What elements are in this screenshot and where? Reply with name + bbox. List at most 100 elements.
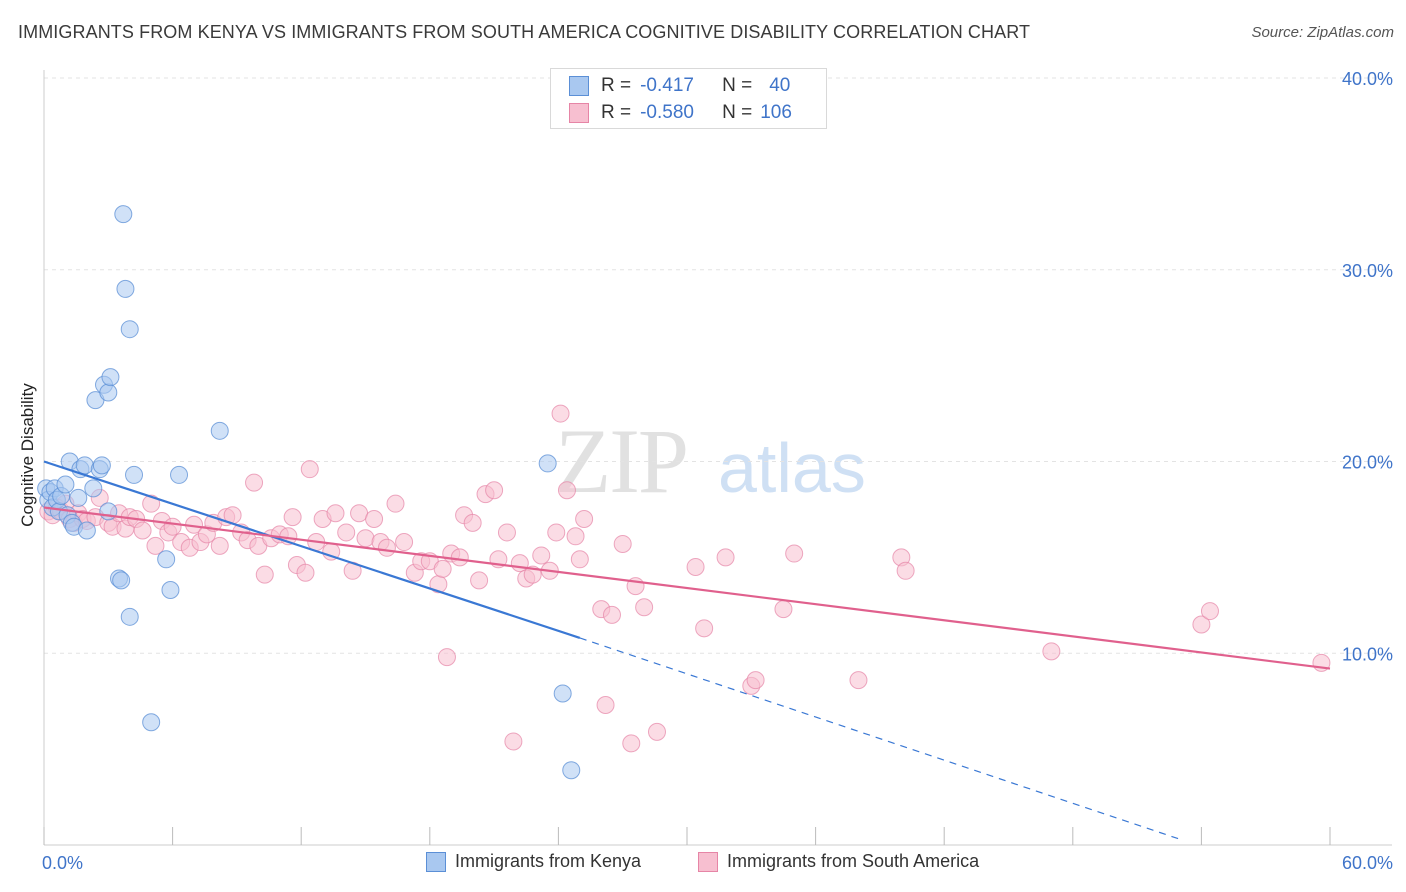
data-point-south-america: [386, 494, 405, 513]
data-point-south-america: [283, 508, 302, 527]
data-point-south-america: [337, 523, 356, 542]
legend-item-kenya[interactable]: Immigrants from Kenya: [426, 851, 641, 872]
gridlines: [44, 77, 1392, 654]
data-point-south-america: [547, 523, 566, 542]
data-point-south-america: [365, 510, 384, 529]
r-value: -0.580: [640, 102, 694, 123]
data-point-kenya: [116, 279, 135, 298]
data-point-kenya: [75, 456, 94, 475]
data-point-south-america: [350, 504, 369, 523]
data-point-south-america: [1192, 615, 1211, 634]
data-point-south-america: [532, 546, 551, 565]
data-point-south-america: [1042, 642, 1061, 661]
data-point-kenya: [99, 383, 118, 402]
tick-labels: 10.0% 20.0% 30.0% 40.0% 0.0% 60.0%: [42, 69, 1393, 873]
series-legend: Immigrants from Kenya Immigrants from So…: [0, 851, 1406, 877]
data-point-south-america: [570, 550, 589, 569]
data-point-kenya: [538, 454, 557, 473]
data-point-south-america: [133, 521, 152, 540]
chart-title: IMMIGRANTS FROM KENYA VS IMMIGRANTS FROM…: [18, 22, 1031, 42]
data-point-kenya: [562, 761, 581, 780]
data-point-south-america: [146, 536, 165, 555]
y-tick-label: 20.0%: [1342, 453, 1393, 473]
kenya-legend-swatch: [426, 851, 446, 872]
data-point-south-america: [785, 544, 804, 563]
data-point-south-america: [255, 565, 274, 584]
data-point-south-america: [450, 548, 469, 567]
data-point-south-america: [504, 732, 523, 751]
data-point-south-america: [245, 473, 264, 492]
data-point-south-america: [300, 460, 319, 479]
data-point-kenya: [120, 320, 139, 339]
data-point-south-america: [1200, 602, 1219, 621]
data-point-south-america: [485, 481, 504, 500]
y-axis-label: Cognitive Disability: [18, 383, 37, 527]
data-point-south-america: [433, 559, 452, 578]
data-point-south-america: [557, 481, 576, 500]
data-point-south-america: [523, 565, 542, 584]
data-point-kenya: [77, 521, 96, 540]
data-point-south-america: [566, 527, 585, 546]
data-point-kenya: [210, 421, 229, 440]
data-point-south-america: [695, 619, 714, 638]
data-point-south-america: [622, 734, 641, 753]
data-point-kenya: [101, 368, 120, 387]
data-point-kenya: [161, 580, 180, 599]
x-tick-label: 0.0%: [42, 853, 83, 873]
data-point-kenya: [92, 456, 111, 475]
south-america-swatch: [569, 103, 589, 123]
data-point-kenya: [157, 550, 176, 569]
data-point-south-america: [210, 536, 229, 555]
data-point-south-america: [774, 600, 793, 619]
r-value: -0.417: [640, 75, 694, 96]
data-point-kenya: [170, 465, 189, 484]
data-point-south-america: [142, 494, 161, 513]
kenya-swatch: [569, 76, 589, 96]
data-point-south-america: [746, 671, 765, 690]
data-point-south-america: [470, 571, 489, 590]
data-point-kenya: [84, 479, 103, 498]
trend-line-kenya-extrapolated: [579, 637, 1181, 840]
data-point-south-america: [296, 563, 315, 582]
n-label: N =: [722, 102, 753, 123]
data-point-south-america: [356, 529, 375, 548]
legend-label-kenya: Immigrants from Kenya: [455, 851, 642, 871]
legend-label-south-america: Immigrants from South America: [727, 851, 980, 871]
data-point-south-america: [849, 671, 868, 690]
trend-line-south-america: [43, 506, 1331, 670]
watermark: ZIP atlas: [555, 410, 866, 512]
stats-legend: R = -0.417 N = 40 R = -0.580 N = 106: [550, 68, 827, 129]
trend-lines: [43, 460, 1331, 840]
data-point-kenya: [553, 684, 572, 703]
data-point-south-america: [716, 548, 735, 567]
y-tick-label: 10.0%: [1342, 644, 1393, 664]
data-point-kenya: [114, 205, 133, 224]
data-point-south-america: [437, 648, 456, 667]
data-point-south-america: [647, 722, 666, 741]
south-america-legend-swatch: [698, 851, 718, 872]
data-point-south-america: [163, 517, 182, 536]
y-tick-label: 30.0%: [1342, 261, 1393, 281]
data-point-kenya: [125, 465, 144, 484]
data-point-kenya: [120, 607, 139, 626]
data-point-south-america: [686, 557, 705, 576]
data-point-kenya: [69, 488, 88, 507]
data-point-south-america: [326, 504, 345, 523]
x-tick-label: 60.0%: [1342, 853, 1393, 873]
axes: [43, 70, 1392, 846]
stats-row-kenya: R = -0.417 N = 40: [569, 75, 790, 97]
legend-item-south-america[interactable]: Immigrants from South America: [698, 851, 979, 872]
r-label: R =: [601, 102, 632, 123]
watermark-atlas: atlas: [718, 429, 866, 507]
data-point-south-america: [896, 561, 915, 580]
n-value: 106: [760, 102, 792, 123]
data-point-kenya: [56, 475, 75, 494]
data-point-south-america: [635, 598, 654, 617]
data-point-south-america: [377, 538, 396, 557]
y-tick-label: 40.0%: [1342, 69, 1393, 89]
source-label: Source: ZipAtlas.com: [1251, 24, 1394, 41]
data-point-south-america: [395, 533, 414, 552]
data-point-south-america: [613, 534, 632, 553]
data-point-south-america: [551, 404, 570, 423]
